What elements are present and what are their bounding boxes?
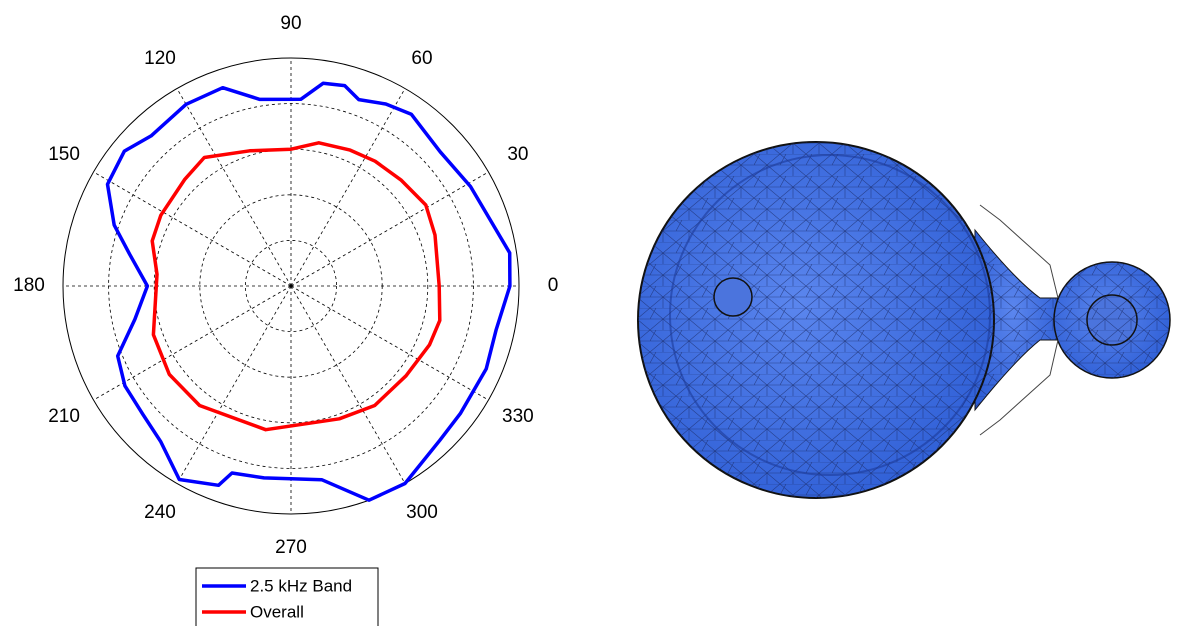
page: 2.5 kHz Band Overall 0 30 60 90 120 150 180 210 2…: [0, 0, 1178, 626]
mesh-illustration: [638, 142, 1170, 498]
theta-tick-label: 330: [502, 406, 534, 427]
theta-tick-label: 300: [406, 502, 438, 523]
theta-tick-label: 30: [507, 144, 528, 165]
legend-label: 2.5 kHz Band: [250, 576, 352, 595]
theta-tick-label: 150: [48, 144, 80, 165]
theta-tick-label: 210: [48, 406, 80, 427]
legend: 2.5 kHz Band Overall: [196, 568, 378, 626]
theta-tick-label: 240: [144, 502, 176, 523]
theta-tick-label: 60: [411, 48, 432, 69]
theta-tick-label: 0: [548, 275, 559, 296]
theta-tick-label: 180: [13, 275, 45, 296]
theta-tick-label: 120: [144, 48, 176, 69]
chart: 2.5 kHz Band Overall 0 30 60 90 120 150 180 210 2…: [0, 0, 1178, 626]
theta-tick-label: 90: [280, 13, 301, 34]
legend-label: Overall: [250, 602, 304, 621]
theta-tick-label: 270: [275, 537, 307, 558]
